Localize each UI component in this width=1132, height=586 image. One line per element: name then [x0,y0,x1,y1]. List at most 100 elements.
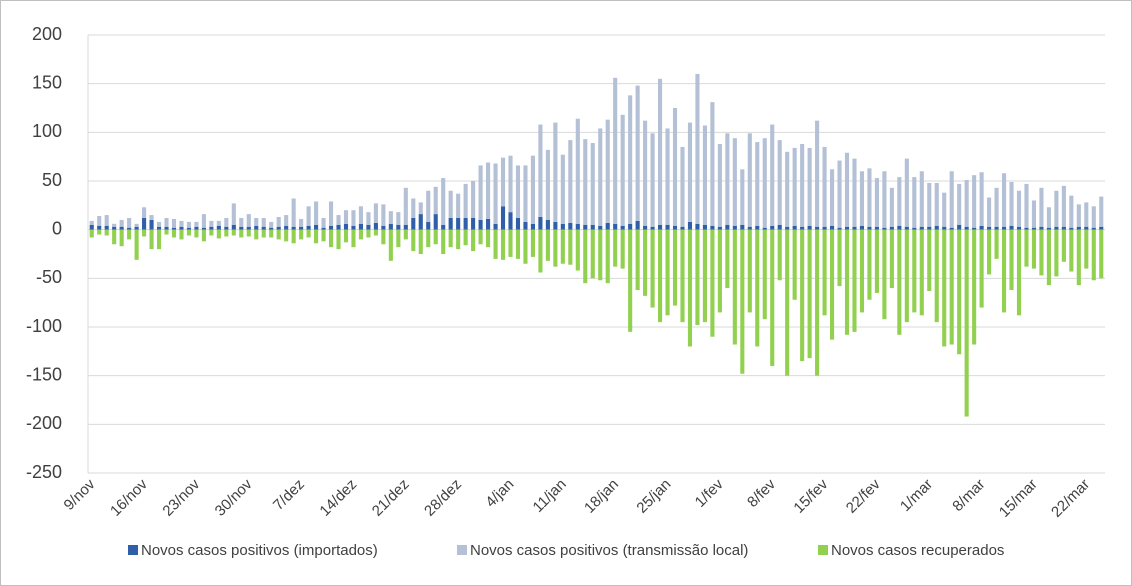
bar [732,229,737,345]
bar [949,229,954,345]
bar [560,223,565,230]
bar [456,193,461,218]
bar [486,218,491,230]
bar [1016,229,1022,316]
bar [328,225,334,230]
bar [261,229,266,238]
bar [1084,226,1089,230]
bar [276,226,281,230]
bar [231,229,236,236]
bar [762,229,767,320]
bar [441,178,446,225]
bar [351,229,356,248]
bar [897,177,902,226]
bar [628,223,633,230]
bar [411,198,416,218]
bar [837,229,842,287]
bar [426,190,431,222]
bar [343,223,349,230]
bar [859,171,865,226]
bar [508,212,513,230]
bar [486,162,491,219]
bar [471,181,476,218]
bar [942,229,947,347]
y-tick-label: 100 [32,121,62,141]
bar [545,229,550,261]
bar [949,171,954,228]
bar [725,133,730,225]
y-tick-label: 200 [32,24,62,44]
bar [770,229,775,366]
bar [613,229,618,267]
bar [493,223,498,230]
bar [605,119,610,223]
bar [755,225,760,230]
bar [1016,190,1022,227]
bar [859,225,865,230]
bar [89,229,94,238]
bar [949,227,954,230]
bar [613,223,618,230]
bar [433,229,438,245]
legend-label: Novos casos recuperados [831,542,1004,559]
bar [321,227,326,230]
bar [508,155,513,213]
bar [284,215,289,226]
bar [665,128,670,225]
bar [658,78,663,225]
bar [246,226,251,230]
bar [493,163,498,224]
bar [829,229,835,340]
bar [702,229,707,323]
bar [291,198,296,227]
bar [987,229,992,275]
bar [583,224,588,230]
bar [171,227,177,230]
bar [403,229,408,240]
bar [658,224,663,230]
bar [269,227,274,230]
bar [1099,196,1104,227]
y-tick-label: 150 [32,72,62,92]
bar [575,223,580,230]
bar [568,229,573,265]
bar [381,204,386,226]
bar [702,224,707,230]
bar [605,222,610,230]
bar [882,227,887,230]
bar [164,226,169,230]
bar [687,122,693,222]
bar [284,225,289,230]
bar [859,229,865,313]
bar [194,221,199,227]
bar [523,229,528,264]
bar [530,223,535,230]
bar [560,229,565,264]
bar [426,229,431,248]
bar [897,229,902,335]
bar [411,217,416,230]
bar [358,206,364,224]
bar [822,146,827,227]
bar [844,229,850,335]
bar [695,229,700,326]
bar [366,229,371,238]
bar [1046,227,1051,230]
bar [201,214,206,228]
bar [1084,229,1089,269]
bar [411,229,416,252]
bar [822,229,827,316]
bar [934,182,939,226]
bar [800,229,805,362]
bar [119,219,124,227]
bar [418,202,423,215]
bar [1039,226,1044,230]
bar [366,212,371,225]
y-tick-label: -250 [26,462,62,482]
bar [194,229,199,238]
bar [441,224,446,230]
bar [987,226,992,230]
bar [1061,185,1066,227]
bar [112,226,117,230]
bar [523,165,528,222]
